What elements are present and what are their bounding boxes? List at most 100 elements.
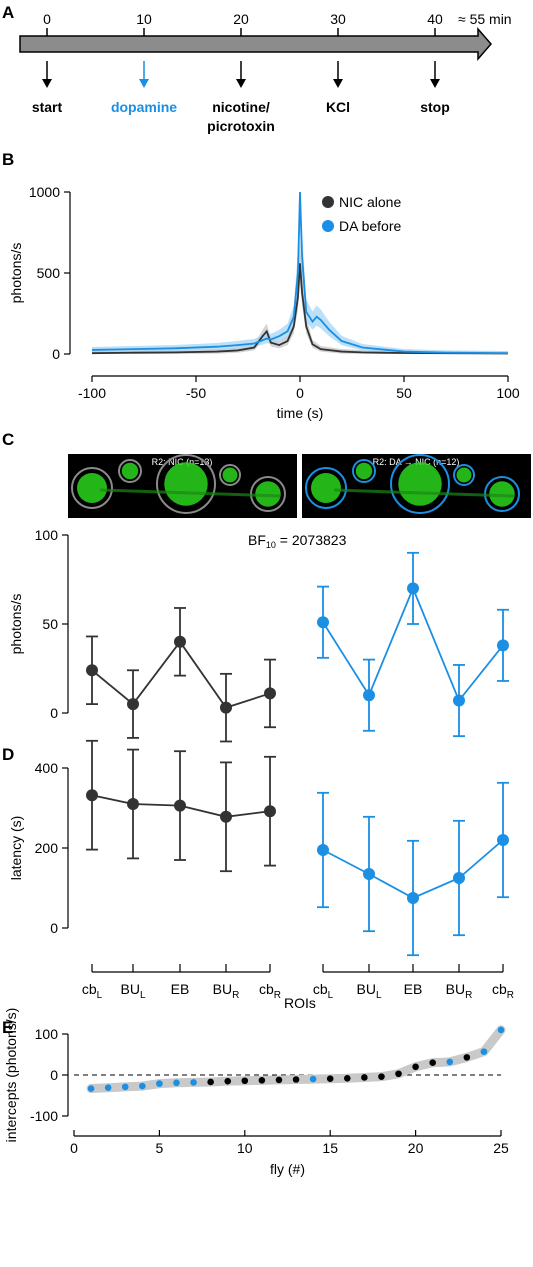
y-tick-label: 0 xyxy=(52,346,60,362)
panel-label-e: E xyxy=(2,1018,13,1037)
data-point xyxy=(220,701,232,714)
category-name: cb xyxy=(259,981,274,997)
legend-label: DA before xyxy=(339,218,401,234)
category-name: BU xyxy=(120,981,139,997)
data-point xyxy=(343,1074,351,1082)
data-point xyxy=(407,892,419,904)
event-label: stop xyxy=(420,99,450,115)
x-tick-label: 25 xyxy=(493,1140,509,1156)
category-name: BU xyxy=(446,981,465,997)
y-tick-label: 400 xyxy=(35,760,59,776)
category-subscript: R xyxy=(274,990,281,1001)
data-point xyxy=(317,844,329,856)
category-label: EB xyxy=(171,981,190,997)
category-subscript: L xyxy=(376,990,382,1001)
y-tick-label: 1000 xyxy=(29,184,60,200)
data-point xyxy=(480,1048,488,1055)
category-label: BUL xyxy=(120,981,145,1001)
brain-images: R2: NIC (n=13) R2: DA → NIC (n=12) xyxy=(68,454,531,518)
category-name: EB xyxy=(404,981,423,997)
data-point xyxy=(497,1026,505,1034)
data-point xyxy=(363,868,375,880)
y-tick-label: 100 xyxy=(35,527,59,543)
bf-annotation: BF10 = 2073823 xyxy=(248,532,347,550)
x-tick-label: 15 xyxy=(322,1140,338,1156)
data-point xyxy=(497,834,509,846)
panel-label-d: D xyxy=(2,745,14,764)
category-label: cbR xyxy=(259,981,281,1001)
data-point xyxy=(104,1084,112,1092)
brain-roi-fill xyxy=(255,481,281,507)
event-label-line2: picrotoxin xyxy=(207,118,275,134)
data-point xyxy=(429,1059,436,1066)
y-tick-label: -100 xyxy=(30,1108,58,1124)
data-point xyxy=(190,1079,197,1086)
data-point xyxy=(446,1058,454,1066)
y-axis-label: photons/s xyxy=(8,594,24,655)
data-point xyxy=(292,1076,300,1083)
data-point xyxy=(395,1070,402,1078)
data-point xyxy=(127,698,139,711)
timeline-arrow xyxy=(19,26,492,62)
category-subscript: R xyxy=(232,990,239,1001)
timeline: ≈ 55 min 0 10 20 30 40 start dopamine nicotine/… xyxy=(19,11,512,134)
timeline-tick-label: 20 xyxy=(233,11,249,27)
bf-main: BF xyxy=(248,532,266,548)
brain-image-title-da: R2: DA → NIC (n=12) xyxy=(373,457,460,467)
brain-tract xyxy=(99,488,281,498)
x-tick-label: 0 xyxy=(296,385,304,401)
data-point xyxy=(139,1082,146,1090)
panel-label-c: C xyxy=(2,430,14,449)
brain-roi-fill xyxy=(311,473,341,503)
x-tick-label: 0 xyxy=(70,1140,78,1156)
event-arrow-head xyxy=(42,79,52,88)
legend-marker xyxy=(322,220,334,232)
data-point xyxy=(363,689,375,702)
category-subscript: R xyxy=(465,990,472,1001)
x-axis-label: fly (#) xyxy=(270,1161,305,1177)
event-arrow-head xyxy=(139,79,149,88)
category-name: BU xyxy=(213,981,232,997)
data-point xyxy=(275,1076,283,1084)
data-point xyxy=(156,1080,163,1087)
y-axis-label: intercepts (photons/s) xyxy=(3,1008,19,1143)
event-label: KCl xyxy=(326,99,350,115)
timeline-tick-label: 30 xyxy=(330,11,346,27)
data-point xyxy=(309,1075,317,1083)
category-subscript: R xyxy=(507,990,514,1001)
category-label: BUR xyxy=(213,981,240,1001)
y-tick-label: 0 xyxy=(50,1067,58,1083)
chart-title: ROIs xyxy=(284,995,316,1011)
y-tick-label: 0 xyxy=(50,920,58,936)
bf-value: = 2073823 xyxy=(276,532,347,548)
data-point xyxy=(463,1054,471,1061)
series-line xyxy=(91,191,509,355)
y-tick-label: 500 xyxy=(37,265,61,281)
x-tick-label: 10 xyxy=(237,1140,253,1156)
data-point xyxy=(207,1078,214,1086)
data-point xyxy=(86,664,98,677)
brain-roi-outline xyxy=(453,464,475,486)
brain-roi-fill xyxy=(77,473,107,503)
brain-roi-outline xyxy=(118,459,142,483)
timeline-tick-label: 10 xyxy=(136,11,152,27)
category-label: BUL xyxy=(356,981,381,1001)
category-label: EB xyxy=(404,981,423,997)
event-arrow-head xyxy=(333,79,343,88)
category-label: cbL xyxy=(313,981,334,1001)
data-point xyxy=(407,582,419,595)
x-axis-label: time (s) xyxy=(277,405,324,421)
x-tick-label: 5 xyxy=(156,1140,164,1156)
data-point xyxy=(326,1075,334,1082)
y-axis-label: latency (s) xyxy=(8,816,24,881)
brain-image-title-nic: R2: NIC (n=13) xyxy=(152,457,213,467)
timeline-end-label: ≈ 55 min xyxy=(458,11,512,27)
data-point xyxy=(224,1077,232,1085)
category-subscript: L xyxy=(140,990,146,1001)
brain-roi-outline xyxy=(352,459,376,483)
data-point xyxy=(453,872,465,884)
category-subscript: L xyxy=(97,990,103,1001)
brain-roi-fill xyxy=(456,467,472,483)
data-point xyxy=(264,805,276,818)
